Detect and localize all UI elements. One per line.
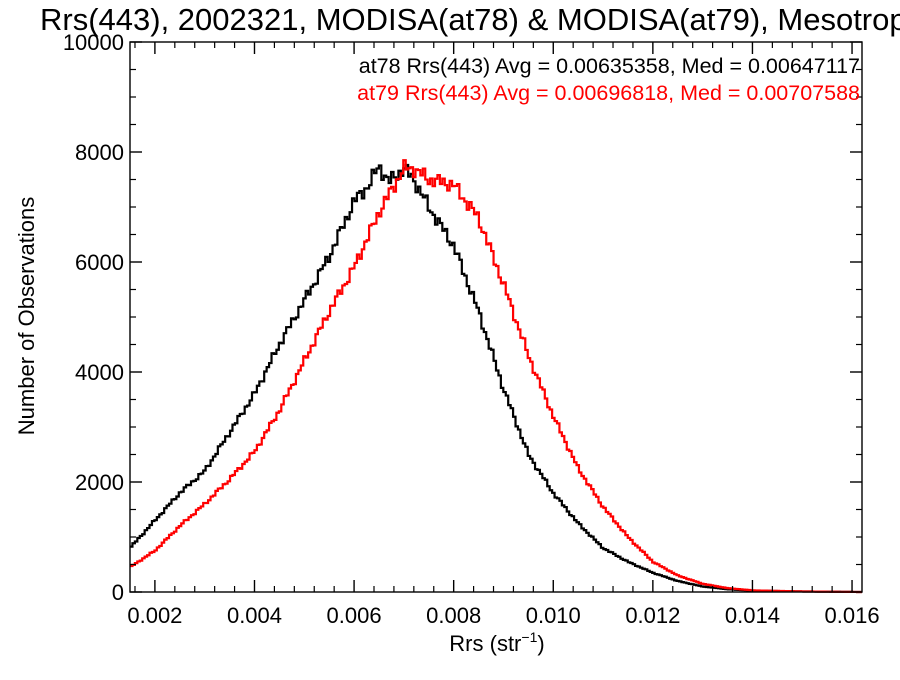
- y-tick-label: 8000: [75, 140, 124, 165]
- x-tick-label: 0.008: [426, 603, 481, 628]
- y-axis: 0 2000 4000 6000 8000 10000: [63, 30, 862, 605]
- series-line-1: [130, 159, 862, 594]
- x-tick-label: 0.016: [825, 603, 880, 628]
- series-layer: [130, 159, 862, 594]
- x-tick-label: 0.006: [327, 603, 382, 628]
- annotation-layer: at78 Rrs(443) Avg = 0.00635358, Med = 0.…: [357, 54, 860, 105]
- stats-annotation-1: at79 Rrs(443) Avg = 0.00696818, Med = 0.…: [357, 81, 860, 105]
- y-tick-label: 2000: [75, 470, 124, 495]
- y-tick-label: 6000: [75, 250, 124, 275]
- x-axis: 0.002 0.004 0.006 0.008 0.010 0.012 0.014 0.016: [127, 42, 880, 628]
- x-tick-label: 0.002: [127, 603, 182, 628]
- y-axis-label: Number of Observations: [14, 197, 39, 435]
- x-axis-label-close: ): [537, 631, 544, 656]
- x-tick-label: 0.014: [725, 603, 780, 628]
- plot-frame: [129, 41, 863, 593]
- x-tick-label: 0.012: [625, 603, 680, 628]
- stats-annotation-0: at78 Rrs(443) Avg = 0.00635358, Med = 0.…: [359, 54, 860, 78]
- x-axis-label: Rrs (str−1): [449, 629, 544, 656]
- x-tick-label: 0.004: [227, 603, 282, 628]
- y-tick-label: 10000: [63, 30, 124, 55]
- y-tick-label: 4000: [75, 360, 124, 385]
- x-tick-label: 0.010: [526, 603, 581, 628]
- series-line-0: [130, 163, 862, 594]
- x-axis-label-superscript: −1: [521, 629, 537, 645]
- x-axis-label-main: Rrs (str: [449, 631, 521, 656]
- chart-title: Rrs(443), 2002321, MODISA(at78) & MODISA…: [40, 2, 900, 37]
- y-tick-label: 0: [112, 580, 124, 605]
